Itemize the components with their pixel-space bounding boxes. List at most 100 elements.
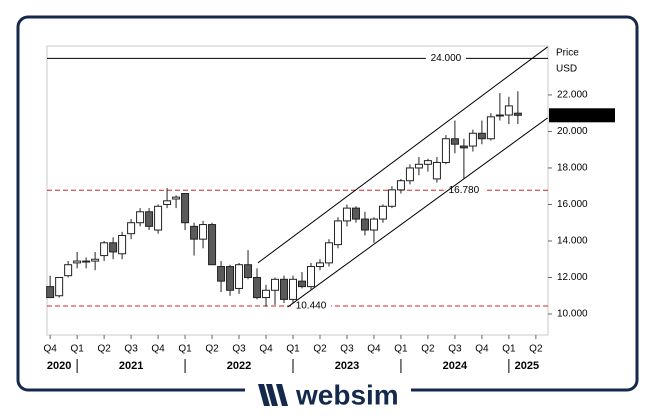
level-label-bg — [290, 299, 331, 312]
candle-body — [145, 211, 154, 227]
candle-body — [109, 242, 118, 253]
x-tick-label: Q3 — [448, 344, 462, 355]
candle-body — [289, 278, 298, 300]
logo-icon — [258, 384, 288, 406]
candle-body — [190, 225, 199, 240]
x-tick-label: Q3 — [340, 344, 354, 355]
level-label-bg — [425, 52, 466, 65]
candle-body — [55, 276, 64, 297]
candle-body — [378, 205, 387, 220]
candle-body — [172, 196, 181, 200]
logo-text: websim — [295, 379, 399, 410]
candle-body — [163, 200, 172, 205]
candle-body — [504, 105, 513, 116]
candle-body — [333, 220, 342, 246]
x-tick-label: Q1 — [394, 344, 408, 355]
candle-body — [154, 205, 163, 231]
candle-body — [441, 138, 450, 163]
x-tick-label: Q4 — [43, 344, 57, 355]
candle-body — [64, 264, 73, 277]
x-tick-label: Q1 — [502, 344, 516, 355]
candle-body — [46, 286, 55, 299]
x-tick-label: Q4 — [475, 344, 489, 355]
year-label: 2025 — [515, 360, 539, 372]
candle-body — [91, 258, 100, 262]
year-label: 2021 — [119, 360, 143, 372]
candle-body — [486, 116, 495, 140]
level-label: 10.440 — [296, 301, 327, 312]
level-label-bg — [443, 184, 484, 197]
x-tick-label: Q4 — [151, 344, 165, 355]
candle-body — [244, 264, 253, 278]
y-tick-label: 10.000 — [557, 309, 588, 320]
candle-body — [217, 266, 226, 282]
x-tick-label: Q2 — [205, 344, 219, 355]
axis-unit: USD — [556, 64, 577, 75]
candle-body — [423, 160, 432, 165]
candle-body — [262, 289, 271, 299]
trendline — [257, 46, 548, 264]
y-tick-label: 16.000 — [557, 199, 588, 210]
x-tick-label: Q3 — [124, 344, 138, 355]
trendline — [287, 117, 548, 308]
candle-body — [280, 278, 289, 300]
candle-body — [118, 235, 127, 255]
y-tick-label: 12.000 — [557, 272, 588, 283]
candle-body — [208, 224, 217, 266]
candle-body — [405, 167, 414, 182]
candle-body — [468, 132, 477, 147]
y-tick-label: 14.000 — [557, 236, 588, 247]
candle-body — [73, 260, 82, 264]
x-tick-label: Q1 — [178, 344, 192, 355]
last-price-label: 20.884,408 — [553, 110, 603, 121]
year-label: 2022 — [227, 360, 251, 372]
candle-body — [351, 207, 360, 220]
year-label: 2020 — [47, 360, 71, 372]
candle-body — [513, 112, 522, 116]
x-tick-label: Q3 — [232, 344, 246, 355]
y-tick-label: 18.000 — [557, 163, 588, 174]
candle-body — [127, 222, 136, 235]
candle-body — [226, 266, 235, 291]
candle-body — [459, 145, 468, 149]
candle-body — [342, 207, 351, 222]
level-label: 24.000 — [431, 53, 462, 64]
x-tick-label: Q2 — [313, 344, 327, 355]
candle-body — [253, 276, 262, 299]
x-tick-label: Q4 — [259, 344, 273, 355]
x-tick-label: Q1 — [286, 344, 300, 355]
candle-body — [235, 264, 244, 289]
candle-body — [360, 218, 369, 231]
candle-body — [369, 218, 378, 231]
candle-body — [82, 260, 91, 263]
year-label: 2024 — [443, 360, 468, 372]
candle-body — [271, 278, 280, 291]
x-tick-label: Q4 — [367, 344, 381, 355]
candle-body — [324, 242, 333, 264]
chart: 10.000 12.000 14.000 16.000 18.000 20.000 22.0… — [43, 46, 615, 373]
candle-body — [315, 262, 324, 268]
candle-body — [387, 189, 396, 207]
candle-body — [450, 138, 459, 145]
candle-body — [414, 163, 423, 169]
candle-body — [495, 114, 504, 117]
level-label: 16.780 — [449, 185, 480, 196]
candle-body — [199, 224, 208, 240]
x-tick-label: Q2 — [421, 344, 435, 355]
candle-body — [477, 132, 486, 140]
candle-body — [396, 180, 405, 191]
y-tick-label: 20.000 — [557, 126, 588, 137]
x-tick-label: Q2 — [97, 344, 111, 355]
candle-body — [100, 242, 109, 257]
last-price-tag — [549, 108, 615, 123]
x-tick-label: Q1 — [70, 344, 84, 355]
axis-title: Price — [556, 48, 579, 59]
candle-body — [297, 280, 306, 288]
candle-body — [432, 161, 441, 180]
y-tick-label: 22.000 — [557, 90, 588, 101]
year-label: 2023 — [335, 360, 359, 372]
candle-body — [306, 266, 315, 288]
x-tick-label: Q2 — [529, 344, 543, 355]
candle-body — [136, 211, 145, 224]
